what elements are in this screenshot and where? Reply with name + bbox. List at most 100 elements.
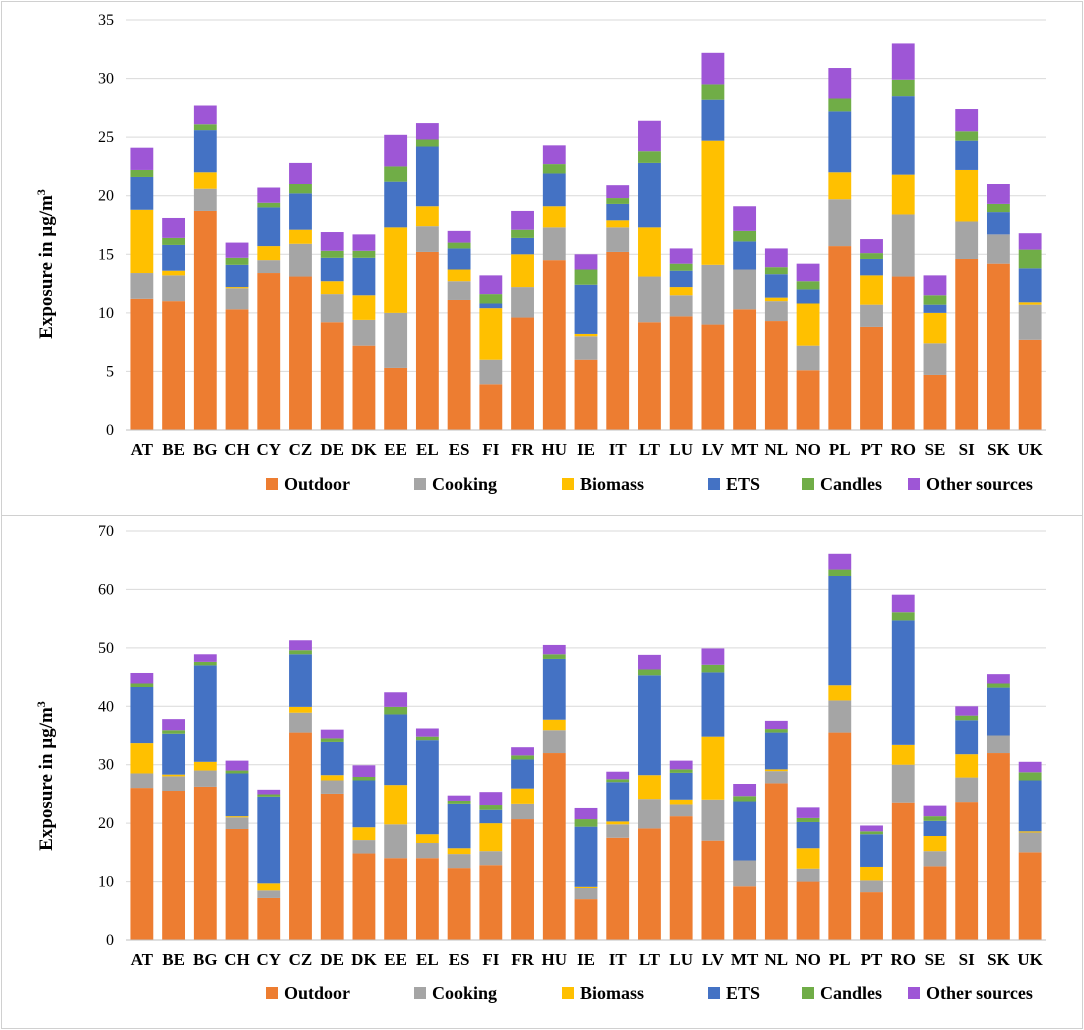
bar-segment-ets — [162, 244, 186, 271]
bar-segment-candles — [638, 669, 661, 676]
bar-segment-ets — [701, 672, 725, 737]
bar-segment-cooking — [352, 840, 376, 854]
x-tick-label: EL — [416, 440, 439, 459]
bar-segment-outdoor — [320, 793, 344, 940]
bar-segment-other-sources — [860, 825, 883, 832]
x-tick-label: MT — [731, 440, 759, 459]
x-tick-label: HU — [542, 440, 568, 459]
x-tick-label: BG — [193, 440, 218, 459]
bar-segment-cooking — [289, 712, 312, 733]
bar-segment-biomass — [415, 834, 439, 843]
bar-segment-ets — [289, 193, 312, 230]
legend-swatch — [562, 478, 574, 490]
bar-segment-other-sources — [955, 109, 979, 132]
bottom-stacked-bar-chart: 0 10 20 30 40 50 60 70 AT BE BG CH CY CZ DE DK EE EL ES FI F… — [34, 523, 1046, 1003]
bar-segment-biomass — [130, 743, 154, 774]
bar-segment-other-sources — [289, 162, 312, 184]
bar-segment-cooking — [733, 860, 757, 887]
bar-segment-biomass — [225, 287, 249, 289]
bar-segment-other-sources — [923, 275, 947, 296]
bar-segment-cooking — [415, 843, 439, 859]
bar-segment-biomass — [669, 799, 693, 805]
bar-segment-candles — [955, 131, 979, 141]
bar-segment-other-sources — [669, 248, 693, 264]
bar-segment-outdoor — [415, 251, 439, 430]
y-tick-label: 0 — [106, 422, 114, 439]
bar-segment-cooking — [479, 359, 503, 385]
bar-segment-candles — [860, 831, 883, 835]
y-tick-label: 50 — [98, 640, 114, 657]
bar-segment-ets — [606, 203, 630, 221]
bar-segment-cooking — [638, 799, 661, 829]
bar-segment-other-sources — [447, 230, 471, 243]
bar-segment-other-sources — [606, 185, 630, 199]
bar-segment-biomass — [415, 206, 439, 227]
bar-segment-biomass — [447, 848, 471, 855]
bar-segment-outdoor — [257, 273, 281, 430]
legend-label: Outdoor — [284, 474, 350, 494]
bar-segment-ets — [891, 96, 915, 175]
y-tick-label: 35 — [98, 12, 114, 29]
bar-segment-outdoor — [669, 816, 693, 940]
bar-segment-ets — [891, 620, 915, 745]
y-tick-label: 20 — [98, 815, 114, 832]
bar-segment-outdoor — [923, 866, 947, 940]
bar-segment-candles — [796, 817, 820, 822]
bar-segment-cooking — [225, 817, 249, 829]
bar-segment-outdoor — [860, 326, 883, 430]
bar-segment-biomass — [162, 270, 186, 276]
bar-segment-other-sources — [352, 765, 376, 777]
bar-segment-ets — [796, 289, 820, 304]
bar-segment-other-sources — [574, 807, 598, 820]
bar-segment-candles — [955, 715, 979, 721]
bar-segment-candles — [384, 166, 408, 182]
bar-segment-candles — [764, 729, 788, 733]
x-tick-label: UK — [1017, 440, 1043, 459]
bar-segment-ets — [796, 821, 820, 849]
bar-segment-biomass — [638, 227, 661, 277]
bar-segment-ets — [860, 834, 883, 867]
bar-segment-biomass — [606, 821, 630, 825]
bar-segment-candles — [542, 164, 566, 174]
bar-segment-ets — [701, 99, 725, 141]
bar-segment-ets — [986, 212, 1010, 235]
bar-segment-other-sources — [669, 760, 693, 770]
bar-segment-outdoor — [986, 753, 1010, 940]
x-tick-label: FI — [482, 950, 499, 969]
bar-segment-ets — [384, 714, 408, 786]
bar-segment-cooking — [891, 214, 915, 277]
bar-segment-candles — [352, 776, 376, 781]
bar-segment-candles — [257, 794, 281, 797]
bar-segment-ets — [638, 162, 661, 228]
bar-segment-cooking — [130, 273, 154, 299]
bar-segment-cooking — [1018, 832, 1042, 853]
bar-segment-ets — [162, 733, 186, 775]
bar-segment-cooking — [764, 771, 788, 784]
bar-segment-biomass — [384, 785, 408, 825]
y-tick-label: 40 — [98, 698, 114, 715]
legend-swatch — [908, 478, 920, 490]
bar-segment-cooking — [606, 824, 630, 838]
bar-segment-cooking — [764, 301, 788, 322]
bar-segment-other-sources — [193, 105, 217, 125]
bar-segment-cooking — [955, 221, 979, 259]
bar-segment-ets — [193, 130, 217, 173]
bar-segment-ets — [828, 111, 852, 173]
legend-label: Outdoor — [284, 983, 350, 1003]
bar-segment-ets — [257, 796, 281, 884]
bar-segment-candles — [447, 800, 471, 804]
bar-segment-ets — [225, 264, 249, 288]
bar-segment-cooking — [701, 799, 725, 841]
bar-segment-cooking — [796, 345, 820, 371]
bar-segment-other-sources — [1018, 233, 1042, 250]
bar-segment-other-sources — [479, 275, 503, 295]
bar-segment-ets — [828, 575, 852, 686]
bar-segment-cooking — [669, 804, 693, 817]
bar-segment-other-sources — [162, 217, 186, 238]
bar-segment-ets — [320, 257, 344, 282]
legend-label: Other sources — [926, 983, 1033, 1003]
bar-segment-cooking — [955, 777, 979, 803]
bar-segment-other-sources — [352, 234, 376, 251]
bar-segment-candles — [1018, 772, 1042, 781]
bar-segment-outdoor — [764, 321, 788, 430]
